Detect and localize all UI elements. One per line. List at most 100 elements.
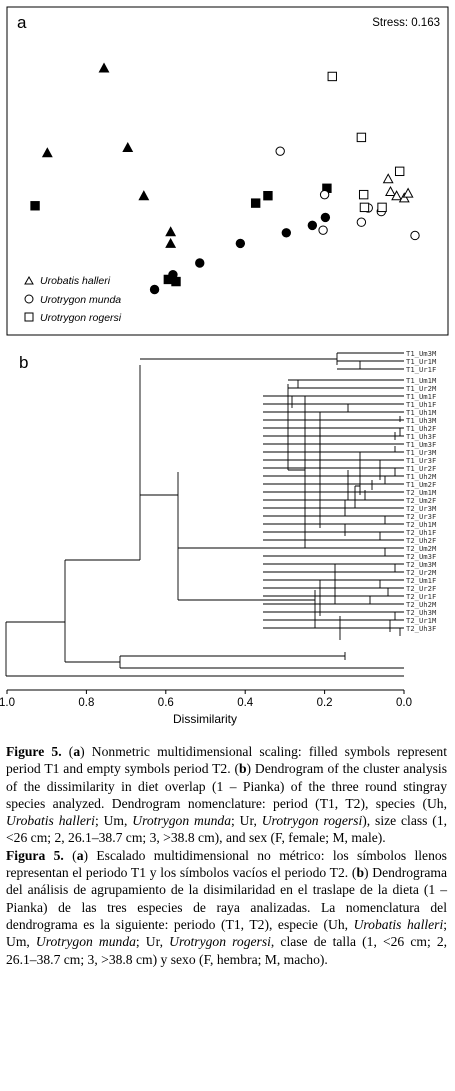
caption-es-text-2: ) Escalado multidimensional no métrico: … <box>6 847 447 881</box>
caption-spanish: Figura 5. (a) Escalado multidimensional … <box>6 847 447 968</box>
caption-es-text-3: ) Dendrograma del análisis de agrupamien… <box>6 865 447 932</box>
caption-english: Figure 5. (a) Nonmetric multidimensional… <box>6 743 447 847</box>
nmds-point-open-circle-2 <box>318 225 328 235</box>
leaf-label: T1_Ur2F <box>406 464 436 473</box>
axis-tick-label: 0.2 <box>317 697 333 709</box>
caption-en-um: Urotrygon munda <box>132 813 232 829</box>
caption-es-uh: Urobatis halleri <box>353 916 444 932</box>
nmds-point-open-triangle-2 <box>391 190 403 201</box>
leaf-label: T1_Ur1M <box>406 357 437 366</box>
leaf-label: T2_Ur2M <box>406 568 437 577</box>
axis-tick-label: 0.0 <box>396 697 412 709</box>
caption-es-ur: Urotrygon rogersi <box>169 934 271 950</box>
figure-caption: Figure 5. (a) Nonmetric multidimensional… <box>6 743 447 968</box>
nmds-point-filled-triangle-2 <box>122 141 134 152</box>
leaf-label: T2_Uh1M <box>406 520 437 529</box>
nmds-point-open-square-4 <box>377 202 387 213</box>
leaf-label: T1_Ur3F <box>406 456 436 465</box>
leaf-label: T2_Uh3M <box>406 608 437 617</box>
caption-es-text-6: , clase de talla (1, <26 cm; 2, 26.1–38.… <box>6 934 448 967</box>
caption-es-label: Figura 5. <box>6 847 64 863</box>
caption-en-text-6: ), size class (1, <26 cm; 2, 26.1–38.7 c… <box>6 813 448 846</box>
nmds-point-open-square-0 <box>327 71 337 82</box>
nmds-points <box>30 62 420 295</box>
nmds-point-open-triangle-1 <box>385 185 396 196</box>
caption-en-text-5: ; Ur, <box>231 813 262 829</box>
leaf-label: T1_Uh3F <box>406 432 436 441</box>
nmds-point-filled-square-1 <box>163 274 174 285</box>
leaf-label: T1_Uh1F <box>406 400 436 409</box>
nmds-point-filled-circle-6 <box>320 212 331 223</box>
nmds-point-filled-square-3 <box>250 198 261 208</box>
leaf-label: T2_Uh2F <box>406 536 436 545</box>
nmds-point-filled-triangle-1 <box>41 147 53 158</box>
legend-label-rogersi: Urotrygon rogersi <box>40 312 122 324</box>
axis-tick-label: 1.0 <box>0 697 15 709</box>
caption-en-label: Figure 5. <box>6 744 62 759</box>
nmds-point-filled-circle-5 <box>307 220 318 231</box>
leaf-label: T2_Um2F <box>406 496 436 505</box>
nmds-point-filled-triangle-3 <box>138 190 150 201</box>
axis-tick-label: 0.6 <box>158 697 174 709</box>
caption-en-text-1: ( <box>61 744 74 759</box>
axis-tick-label: 0.4 <box>237 697 254 709</box>
nmds-point-open-circle-3 <box>356 217 367 227</box>
caption-es-text-4: ; Um, <box>6 916 448 950</box>
figure-5: a Stress: 0.163 Urobatis halleri Urotryg… <box>0 6 449 726</box>
leaf-label: T2_Um1F <box>406 576 436 585</box>
leaf-label: T2_Ur3M <box>406 504 437 513</box>
legend-circle-icon <box>24 294 34 304</box>
nmds-point-filled-square-0 <box>30 201 40 211</box>
axis-tick-label: 0.8 <box>78 697 94 709</box>
legend-label-munda: Urotrygon munda <box>40 294 121 306</box>
nmds-point-open-circle-0 <box>275 146 285 156</box>
nmds-point-open-square-5 <box>394 166 405 177</box>
leaf-label: T2_Uh3F <box>406 624 436 633</box>
nmds-legend: Urobatis halleri Urotrygon munda Urotryg… <box>24 275 122 324</box>
caption-en-text-4: ; Um, <box>94 813 133 829</box>
caption-es-um: Urotrygon munda <box>35 934 136 950</box>
leaf-label: T2_Ur1F <box>406 592 436 601</box>
stress-label: Stress: 0.163 <box>372 17 440 29</box>
leaf-label: T1_Um1M <box>406 376 437 385</box>
dendrogram-branches <box>5 352 404 677</box>
dendrogram-leaf-labels: T1_Um3MT1_Ur1MT1_Ur1FT1_Um1MT1_Ur2MT1_Um… <box>406 349 437 633</box>
leaf-label: T1_Um1F <box>406 392 436 401</box>
nmds-point-open-square-3 <box>359 202 370 213</box>
leaf-label: T2_Um2M <box>406 544 437 553</box>
caption-en-ur: Urotrygon rogersi <box>261 813 363 829</box>
caption-en-a: a <box>73 744 81 759</box>
caption-es-text-1: ( <box>63 847 77 863</box>
caption-en-b: b <box>238 761 247 777</box>
caption-es-text-5: ; Ur, <box>135 934 170 950</box>
leaf-label: T1_Ur3M <box>406 448 437 457</box>
leaf-label: T1_Um2F <box>406 480 436 489</box>
leaf-label: T1_Uh1M <box>406 408 437 417</box>
legend-label-urobatis: Urobatis halleri <box>40 275 111 287</box>
leaf-label: T2_Ur1M <box>406 616 437 625</box>
leaf-label: T2_Ur3F <box>406 512 436 521</box>
nmds-point-filled-circle-0 <box>149 284 160 295</box>
leaf-label: T2_Uh2M <box>406 600 437 609</box>
nmds-point-open-triangle-3 <box>398 192 410 203</box>
leaf-label: T1_Uh2M <box>406 472 437 481</box>
nmds-panel-frame <box>6 6 449 336</box>
nmds-point-open-triangle-0 <box>382 173 394 184</box>
leaf-label: T1_Ur2M <box>406 384 437 393</box>
leaf-label: T2_Um3F <box>406 552 436 561</box>
leaf-label: T1_Uh3M <box>406 416 437 425</box>
nmds-point-filled-circle-3 <box>235 238 246 249</box>
panel-a-label: a <box>17 13 27 32</box>
panel-b-label: b <box>19 353 28 372</box>
nmds-point-filled-triangle-4 <box>165 226 177 237</box>
nmds-point-filled-triangle-0 <box>98 62 110 73</box>
nmds-point-filled-triangle-5 <box>165 237 177 248</box>
leaf-label: T2_Um3M <box>406 560 437 569</box>
axis-label: Dissimilarity <box>173 712 237 726</box>
leaf-label: T2_Um1M <box>406 488 437 497</box>
legend-square-icon <box>24 312 34 322</box>
leaf-label: T2_Ur2F <box>406 584 436 593</box>
nmds-point-filled-circle-4 <box>281 228 292 238</box>
caption-es-a: a <box>76 847 84 863</box>
leaf-label: T1_Uh2F <box>406 424 436 433</box>
